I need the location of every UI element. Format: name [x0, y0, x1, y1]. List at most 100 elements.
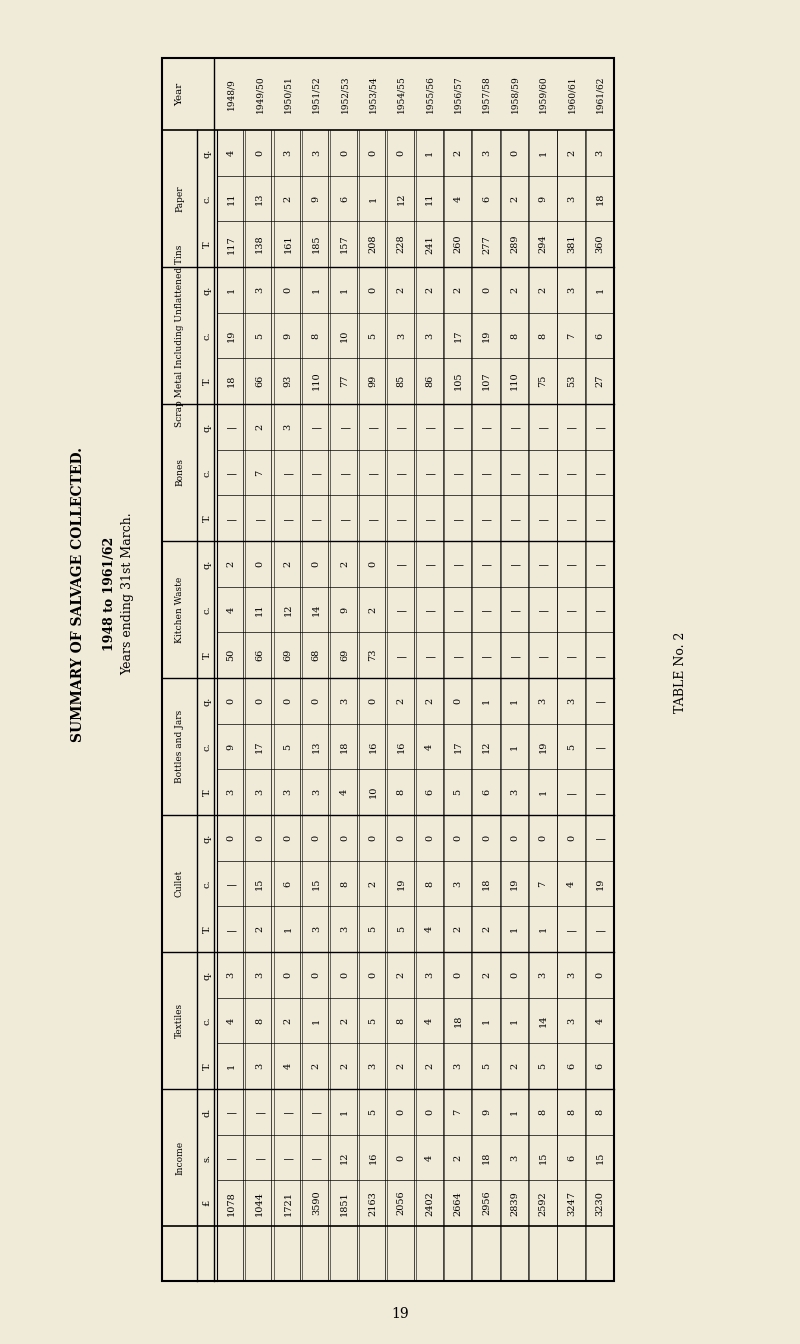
- Text: 4: 4: [567, 880, 576, 887]
- Text: 5: 5: [454, 789, 462, 796]
- Text: Cullet: Cullet: [175, 870, 184, 898]
- Text: 13: 13: [255, 192, 264, 204]
- Text: 3: 3: [397, 332, 406, 339]
- Text: 18: 18: [482, 878, 491, 890]
- Text: 8: 8: [312, 332, 321, 339]
- Text: c.: c.: [202, 468, 211, 477]
- Text: 6: 6: [482, 789, 491, 796]
- Text: 2: 2: [510, 195, 519, 202]
- Text: |: |: [510, 470, 519, 474]
- Text: 3: 3: [255, 1063, 264, 1070]
- Text: 2: 2: [312, 1063, 321, 1070]
- Text: q.: q.: [202, 970, 211, 980]
- Text: 2: 2: [340, 1017, 349, 1024]
- Text: 15: 15: [255, 878, 264, 890]
- Text: 0: 0: [255, 149, 264, 156]
- Text: 10: 10: [369, 786, 378, 798]
- Text: 3: 3: [226, 789, 236, 796]
- Text: |: |: [595, 607, 605, 612]
- Text: 161: 161: [283, 235, 292, 254]
- Text: 16: 16: [369, 1152, 378, 1164]
- Text: |: |: [454, 562, 462, 566]
- Text: 0: 0: [510, 149, 519, 156]
- Text: 3: 3: [283, 789, 292, 796]
- Text: |: |: [595, 836, 605, 840]
- Text: |: |: [311, 1110, 321, 1113]
- Text: Income: Income: [175, 1141, 184, 1175]
- Text: |: |: [311, 1156, 321, 1159]
- Text: 0: 0: [538, 835, 548, 841]
- Text: 5: 5: [369, 1109, 378, 1116]
- Text: 11: 11: [226, 192, 236, 204]
- Text: |: |: [482, 425, 491, 429]
- Text: 5: 5: [255, 332, 264, 339]
- Text: 0: 0: [340, 835, 349, 841]
- Text: 1: 1: [312, 286, 321, 293]
- Text: 5: 5: [283, 743, 292, 750]
- Text: 0: 0: [283, 286, 292, 293]
- Text: 2: 2: [255, 926, 264, 933]
- Text: 5: 5: [369, 332, 378, 339]
- Text: 6: 6: [340, 195, 349, 202]
- Text: |: |: [340, 516, 350, 520]
- Text: |: |: [566, 516, 576, 520]
- Text: 2: 2: [283, 195, 292, 202]
- Text: 157: 157: [340, 235, 349, 254]
- Text: 1: 1: [510, 698, 519, 704]
- Text: 1948 to 1961/62: 1948 to 1961/62: [103, 536, 117, 650]
- Text: 3: 3: [454, 1063, 462, 1070]
- Text: 3: 3: [538, 972, 548, 978]
- Text: 3: 3: [255, 789, 264, 796]
- Text: |: |: [397, 607, 406, 612]
- Text: 12: 12: [340, 1152, 349, 1164]
- Text: 5: 5: [482, 1063, 491, 1070]
- Text: 1: 1: [482, 698, 491, 704]
- Text: 3: 3: [340, 926, 349, 933]
- Text: 6: 6: [567, 1063, 576, 1070]
- Text: |: |: [566, 607, 576, 612]
- Text: Textiles: Textiles: [175, 1003, 184, 1038]
- Text: 8: 8: [510, 332, 519, 339]
- Text: £: £: [202, 1200, 211, 1207]
- Text: |: |: [283, 1156, 293, 1159]
- Text: 0: 0: [283, 835, 292, 841]
- Text: 117: 117: [226, 235, 236, 254]
- Text: |: |: [340, 470, 350, 474]
- Text: 3: 3: [425, 332, 434, 339]
- Text: c.: c.: [202, 879, 211, 888]
- Text: 0: 0: [454, 835, 462, 841]
- Text: 2056: 2056: [397, 1191, 406, 1215]
- Text: 2: 2: [255, 423, 264, 430]
- Text: 241: 241: [425, 235, 434, 254]
- Text: |: |: [368, 516, 378, 520]
- Text: 2: 2: [454, 1154, 462, 1161]
- Text: 8: 8: [397, 789, 406, 796]
- Text: 1948/9: 1948/9: [226, 78, 236, 110]
- Text: |: |: [510, 516, 519, 520]
- Text: |: |: [226, 1156, 236, 1159]
- Text: |: |: [311, 425, 321, 429]
- Text: 2: 2: [340, 1063, 349, 1070]
- Text: |: |: [595, 516, 605, 520]
- Text: 105: 105: [454, 372, 462, 390]
- Text: 4: 4: [425, 1017, 434, 1024]
- Text: |: |: [226, 927, 236, 931]
- Text: T.: T.: [202, 376, 211, 386]
- Text: 99: 99: [369, 375, 378, 387]
- Text: 2: 2: [454, 286, 462, 293]
- Text: |: |: [510, 562, 519, 566]
- Text: |: |: [283, 470, 293, 474]
- Text: 3: 3: [567, 286, 576, 293]
- Text: |: |: [425, 425, 434, 429]
- Text: c.: c.: [202, 331, 211, 340]
- Text: 0: 0: [397, 835, 406, 841]
- Text: 3: 3: [567, 698, 576, 704]
- Text: 208: 208: [369, 235, 378, 254]
- Text: |: |: [595, 745, 605, 749]
- Text: 6: 6: [567, 1154, 576, 1161]
- Text: 0: 0: [397, 149, 406, 156]
- Text: 6: 6: [283, 880, 292, 887]
- Text: 0: 0: [312, 835, 321, 841]
- Text: 1: 1: [510, 1017, 519, 1024]
- Text: |: |: [595, 562, 605, 566]
